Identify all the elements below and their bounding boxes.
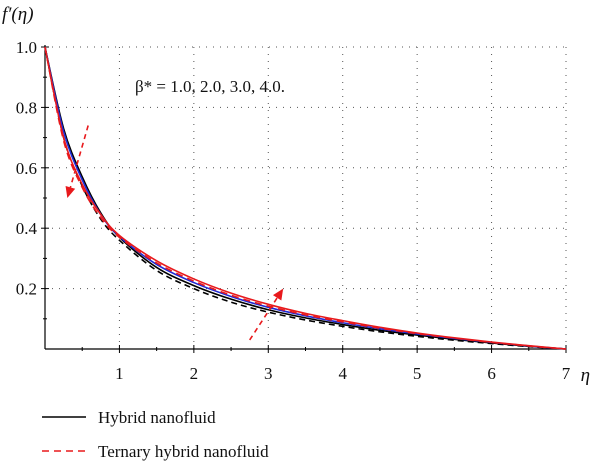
y-axis-label: f′(η) [2,4,34,25]
beta-annotation: β* = 1.0, 2.0, 3.0, 4.0. [135,77,285,96]
x-tick-label: 1 [115,364,124,383]
grid-lines [45,46,567,349]
legend-label-ternary: Ternary hybrid nanofluid [98,442,269,461]
annotation-arrows [65,125,284,341]
x-tick-label: 5 [413,364,422,383]
x-tick-label: 4 [338,364,347,383]
arrow-shaft-1 [69,125,89,188]
y-tick-label: 1.0 [16,38,37,57]
series-line-5 [44,46,567,350]
x-tick-label: 2 [190,364,199,383]
x-tick-label: 7 [562,364,571,383]
x-axis-label: η [581,365,590,386]
series-lines [44,46,567,350]
arrow-head-1 [65,186,76,198]
legend-label-hybrid: Hybrid nanofluid [98,408,216,427]
series-line-3 [44,46,567,350]
y-tick-label: 0.2 [16,280,37,299]
arrow-head-2 [272,288,284,301]
legend: Hybrid nanofluid Ternary hybrid nanoflui… [42,408,269,461]
tick-labels: 1 2 3 4 5 6 7 0.2 0.4 0.6 0.8 1.0 [16,38,571,383]
x-tick-label: 3 [264,364,273,383]
axes [41,45,567,353]
x-tick-label: 6 [487,364,496,383]
y-tick-label: 0.6 [16,159,37,178]
y-tick-label: 0.8 [16,98,37,117]
y-tick-label: 0.4 [16,219,38,238]
series-line-1 [44,46,567,350]
series-line-4 [44,46,567,350]
series-line-2 [44,46,567,350]
